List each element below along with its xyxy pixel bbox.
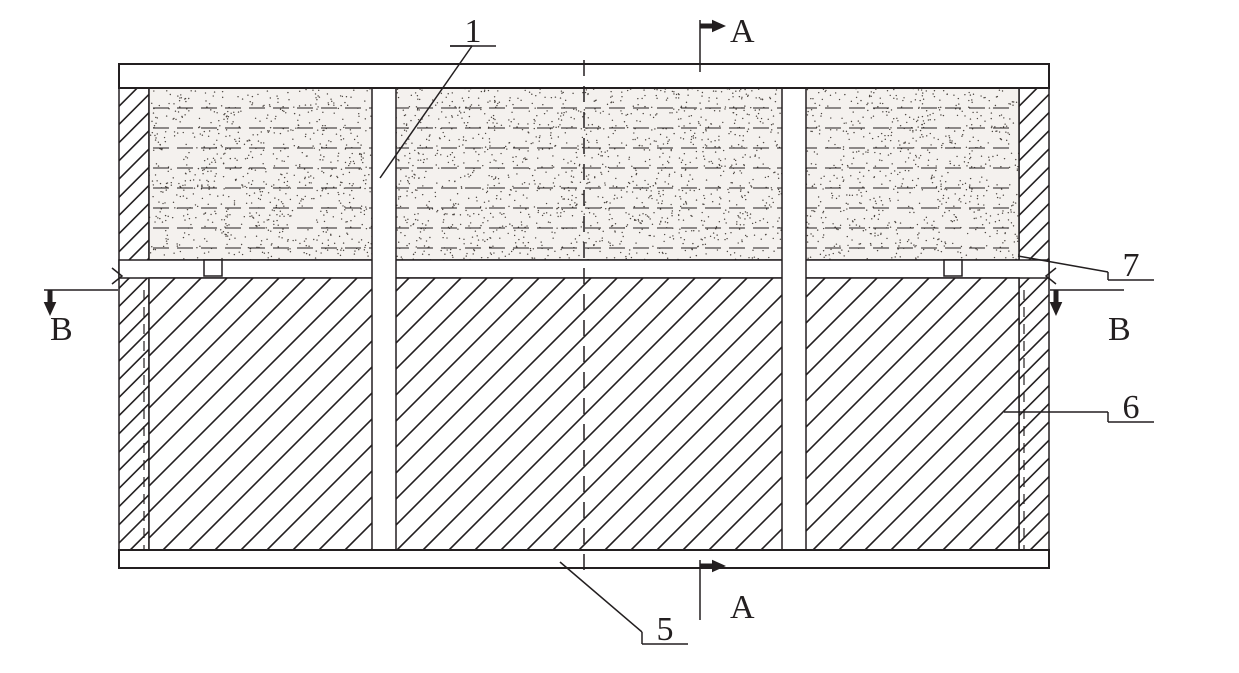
callout-label-7: 7: [1123, 247, 1140, 284]
section-label-A: A: [730, 589, 755, 626]
callout-label-1: 1: [465, 13, 482, 50]
column: [782, 88, 806, 550]
section-label-B: B: [50, 311, 73, 348]
callout-label-6: 6: [1123, 389, 1140, 426]
midstrip-tab: [204, 260, 222, 276]
section-label-B: B: [1108, 311, 1131, 348]
section-label-A: A: [730, 13, 755, 50]
midstrip-tab: [944, 260, 962, 276]
column: [372, 88, 396, 550]
callout-label-5: 5: [657, 611, 674, 648]
